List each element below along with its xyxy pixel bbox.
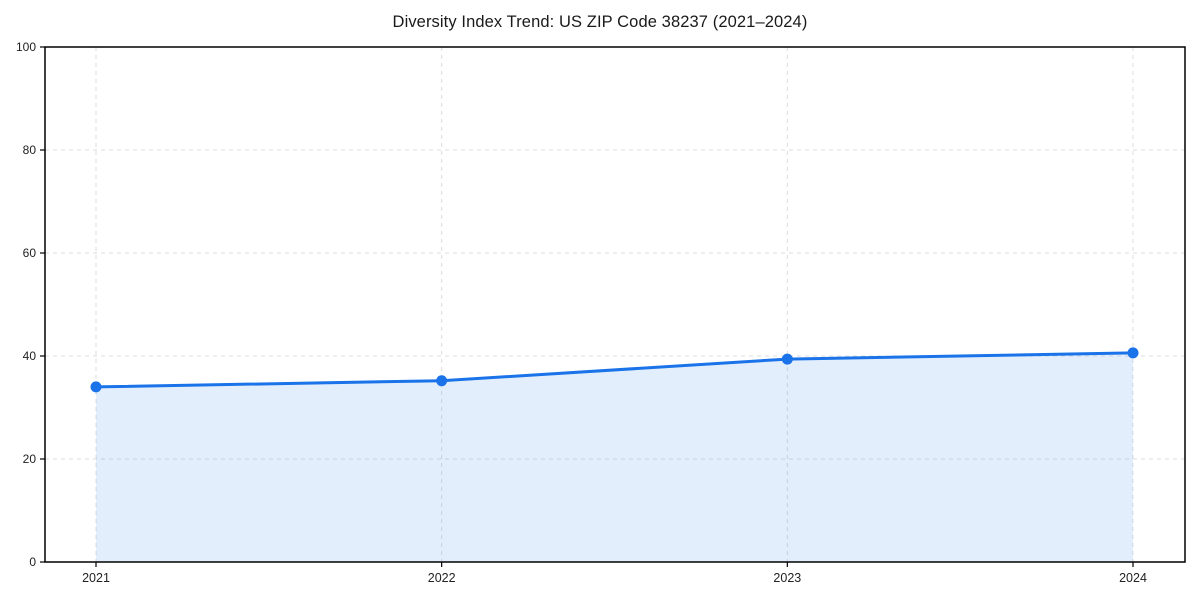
y-tick-label: 100: [16, 40, 36, 54]
data-point-marker: [436, 375, 448, 387]
y-tick-label: 60: [23, 246, 37, 260]
y-tick-label: 20: [23, 452, 37, 466]
trend-line: [94, 351, 1135, 389]
y-tick-label: 80: [23, 143, 37, 157]
plot-border: [44, 46, 1186, 563]
data-point-marker: [90, 381, 102, 393]
x-tick-label: 2023: [773, 571, 801, 585]
chart-title: Diversity Index Trend: US ZIP Code 38237…: [392, 13, 808, 31]
data-point-marker: [781, 353, 793, 365]
y-tick-label: 0: [29, 555, 36, 569]
data-point-marker: [1127, 347, 1139, 359]
area-fill: [96, 352, 1133, 562]
y-tick-label: 40: [23, 349, 37, 363]
x-tick-label: 2022: [428, 571, 456, 585]
x-tick-label: 2021: [82, 571, 110, 585]
x-tick-label: 2024: [1119, 571, 1147, 585]
